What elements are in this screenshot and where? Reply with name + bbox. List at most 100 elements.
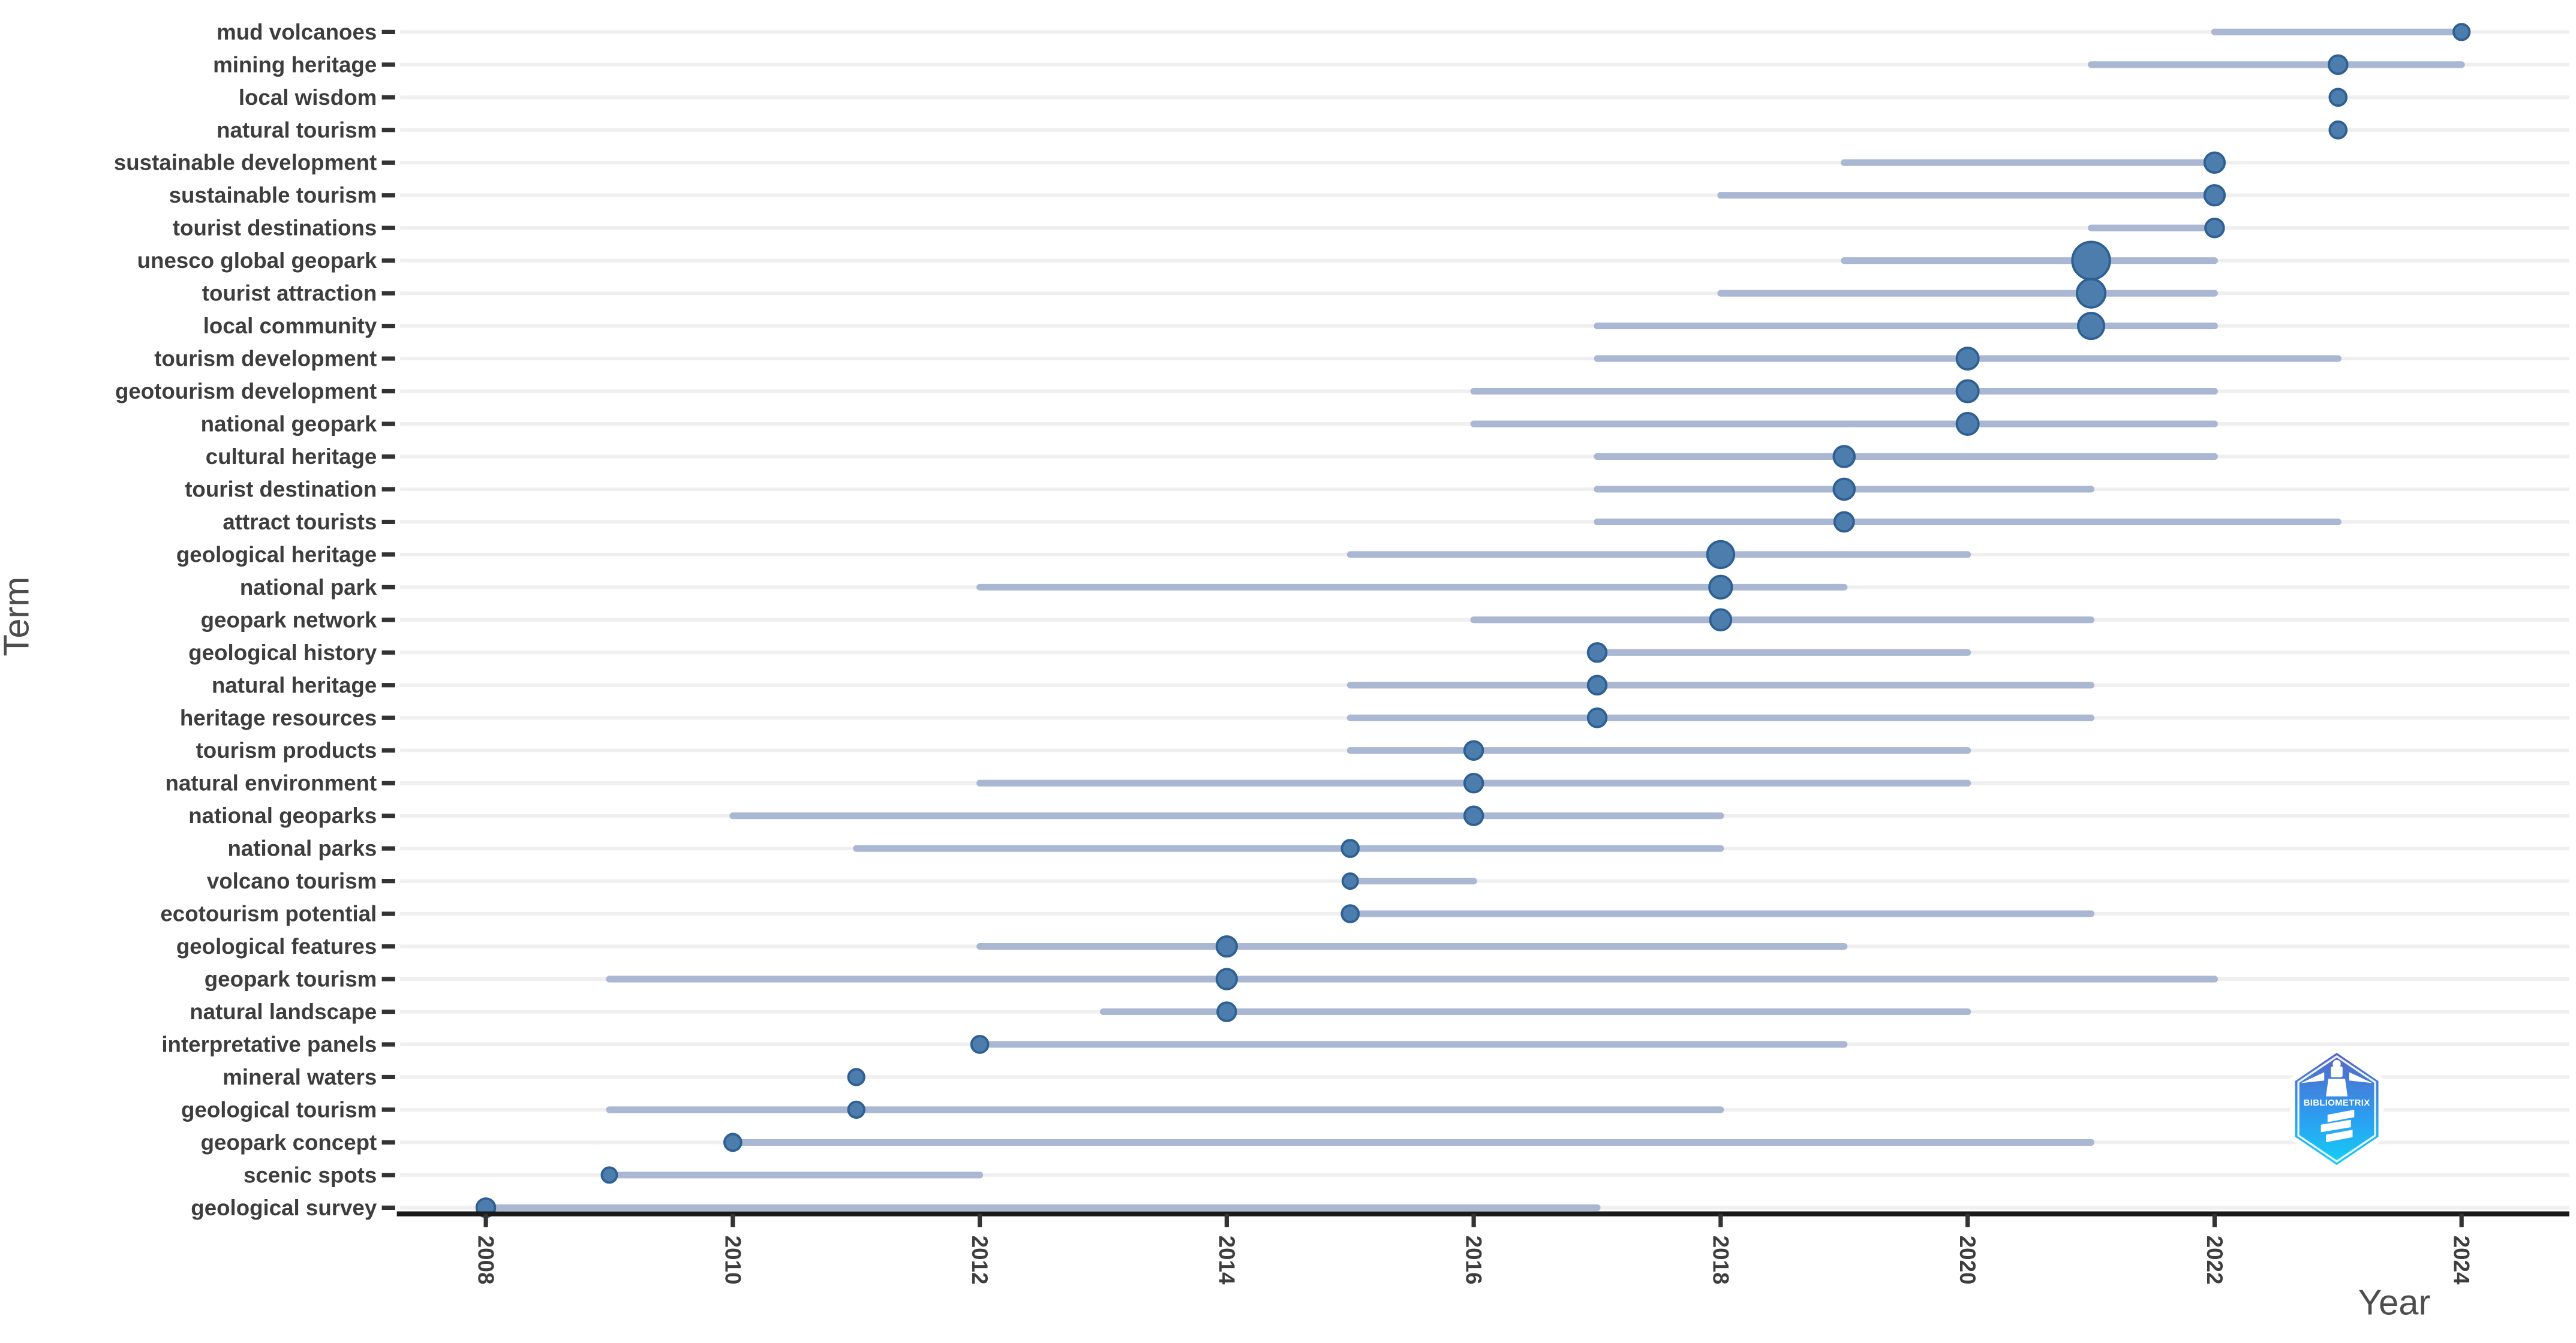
term-frequency-dot-natural-tourism [2328,120,2348,140]
term-label-tourism-products: tourism products [196,738,377,763]
term-frequency-dot-tourist-destinations [2204,217,2225,239]
term-label-geopark-tourism: geopark tourism [205,967,377,992]
logo-hexagon-inner-ring [2297,1055,2376,1163]
term-label-geotourism-development: geotourism development [115,379,377,403]
lighthouse-step-icon [2327,1109,2355,1122]
term-frequency-dot-tourism-development [1955,347,1980,371]
term-frequency-dot-mud-volcanoes [2452,23,2471,41]
term-frequency-dot-mining-heritage [2328,54,2349,76]
term-label-natural-heritage: natural heritage [212,673,377,697]
range-bars-layer [482,28,2465,1211]
term-label-national-geoparks: national geoparks [188,803,377,828]
term-frequency-dot-natural-environment [1463,772,1484,794]
term-frequency-dot-tourist-attraction [2075,278,2107,309]
term-frequency-dot-national-parks [1340,839,1360,858]
term-label-national-geopark: national geopark [201,412,377,436]
term-frequency-dot-interpretative-panels [970,1035,990,1054]
term-frequency-dot-local-wisdom [2328,88,2348,107]
term-label-cultural-heritage: cultural heritage [206,444,377,469]
term-frequency-dot-cultural-heritage [1832,445,1856,468]
term-frequency-dot-national-geoparks [1463,805,1484,826]
term-label-natural-landscape: natural landscape [190,999,377,1024]
term-label-tourist-destination: tourist destination [185,477,377,501]
x-tick-label-2010: 2010 [720,1236,745,1285]
term-frequency-dot-geopark-concept [723,1133,743,1152]
term-label-unesco-global-geopark: unesco global geopark [137,248,377,273]
term-frequency-dot-geological-history [1586,642,1608,663]
term-label-tourist-destinations: tourist destinations [173,216,377,240]
x-tick-label-2024: 2024 [2449,1236,2474,1285]
term-frequency-dot-geotourism-development [1955,379,1980,403]
x-tick-label-2018: 2018 [1708,1236,1733,1285]
term-label-mineral-waters: mineral waters [223,1065,377,1089]
term-label-national-parks: national parks [227,836,377,861]
term-frequency-dot-geological-features [1215,935,1238,958]
term-label-volcano-tourism: volcano tourism [207,869,377,893]
term-frequency-dot-geopark-network [1709,608,1733,632]
x-tick-label-2020: 2020 [1955,1236,1980,1285]
term-frequency-dot-national-geopark [1955,412,1980,436]
term-label-geopark-network: geopark network [201,607,377,632]
lighthouse-step-icon [2320,1119,2351,1133]
x-tick-label-2012: 2012 [967,1236,992,1285]
axes-layer: mud volcanoes mining heritage local wisdom… [0,20,2569,1323]
term-label-national-park: national park [240,575,377,600]
term-frequency-dot-geological-tourism [847,1100,865,1119]
dots-layer [475,23,2471,1218]
term-label-attract-tourists: attract tourists [223,510,377,534]
term-label-geological-survey: geological survey [191,1196,377,1220]
lighthouse-tower-icon [2326,1079,2348,1097]
lighthouse-beam-right-icon [2349,1072,2373,1083]
term-frequency-dot-sustainable-tourism [2203,184,2226,207]
term-frequency-dot-ecotourism-potential [1340,904,1360,923]
x-tick-label-2014: 2014 [1215,1236,1239,1285]
term-label-interpretative-panels: interpretative panels [161,1032,377,1056]
term-frequency-dot-geological-heritage [1706,540,1736,570]
x-axis-title: Year [2358,1282,2431,1323]
term-label-geopark-concept: geopark concept [201,1130,377,1155]
y-axis-title: Term [0,577,36,657]
term-frequency-dot-natural-heritage [1586,674,1608,696]
term-label-sustainable-tourism: sustainable tourism [169,183,377,207]
bibliometrix-logo: BIBLIOMETRIX [2290,1046,2383,1172]
term-label-local-wisdom: local wisdom [239,85,377,110]
term-frequency-dot-sustainable-development [2203,151,2226,174]
term-frequency-dot-scenic-spots [600,1166,618,1184]
term-label-natural-environment: natural environment [166,771,377,796]
term-label-tourism-development: tourism development [154,347,377,371]
term-frequency-dot-mineral-waters [847,1068,865,1086]
term-frequency-dot-geopark-tourism [1215,968,1238,990]
term-label-geological-history: geological history [188,640,377,665]
term-label-mud-volcanoes: mud volcanoes [217,20,377,44]
term-frequency-dot-unesco-global-geopark [2071,240,2111,281]
term-label-mining-heritage: mining heritage [213,52,377,77]
term-label-geological-features: geological features [176,934,377,959]
x-tick-label-2016: 2016 [1462,1236,1486,1285]
term-label-tourist-attraction: tourist attraction [202,281,377,306]
term-label-sustainable-development: sustainable development [114,150,377,175]
term-label-geological-tourism: geological tourism [181,1097,377,1122]
term-frequency-dot-attract-tourists [1833,511,1855,533]
term-label-geological-heritage: geological heritage [176,542,377,567]
lighthouse-lamp-icon [2331,1066,2343,1077]
lighthouse-step-icon [2326,1130,2353,1143]
logo-wordmark: BIBLIOMETRIX [2304,1098,2370,1108]
term-label-ecotourism-potential: ecotourism potential [160,902,377,926]
term-frequency-dot-national-park [1708,574,1733,600]
term-label-heritage-resources: heritage resources [180,706,377,730]
term-label-natural-tourism: natural tourism [217,118,377,142]
term-frequency-dot-volcano-tourism [1341,872,1359,890]
term-label-scenic-spots: scenic spots [244,1163,377,1187]
term-frequency-dot-local-community [2077,312,2106,341]
lighthouse-beam-left-icon [2301,1072,2325,1083]
x-tick-label-2008: 2008 [474,1236,498,1285]
lighthouse-dome-icon [2332,1059,2341,1068]
term-frequency-dot-tourism-products [1463,740,1484,761]
term-label-local-community: local community [203,314,377,338]
term-frequency-dot-tourist-destination [1832,477,1856,501]
term-frequency-dot-natural-landscape [1216,1001,1237,1022]
term-frequency-dot-heritage-resources [1586,707,1608,728]
x-tick-label-2022: 2022 [2202,1236,2227,1285]
